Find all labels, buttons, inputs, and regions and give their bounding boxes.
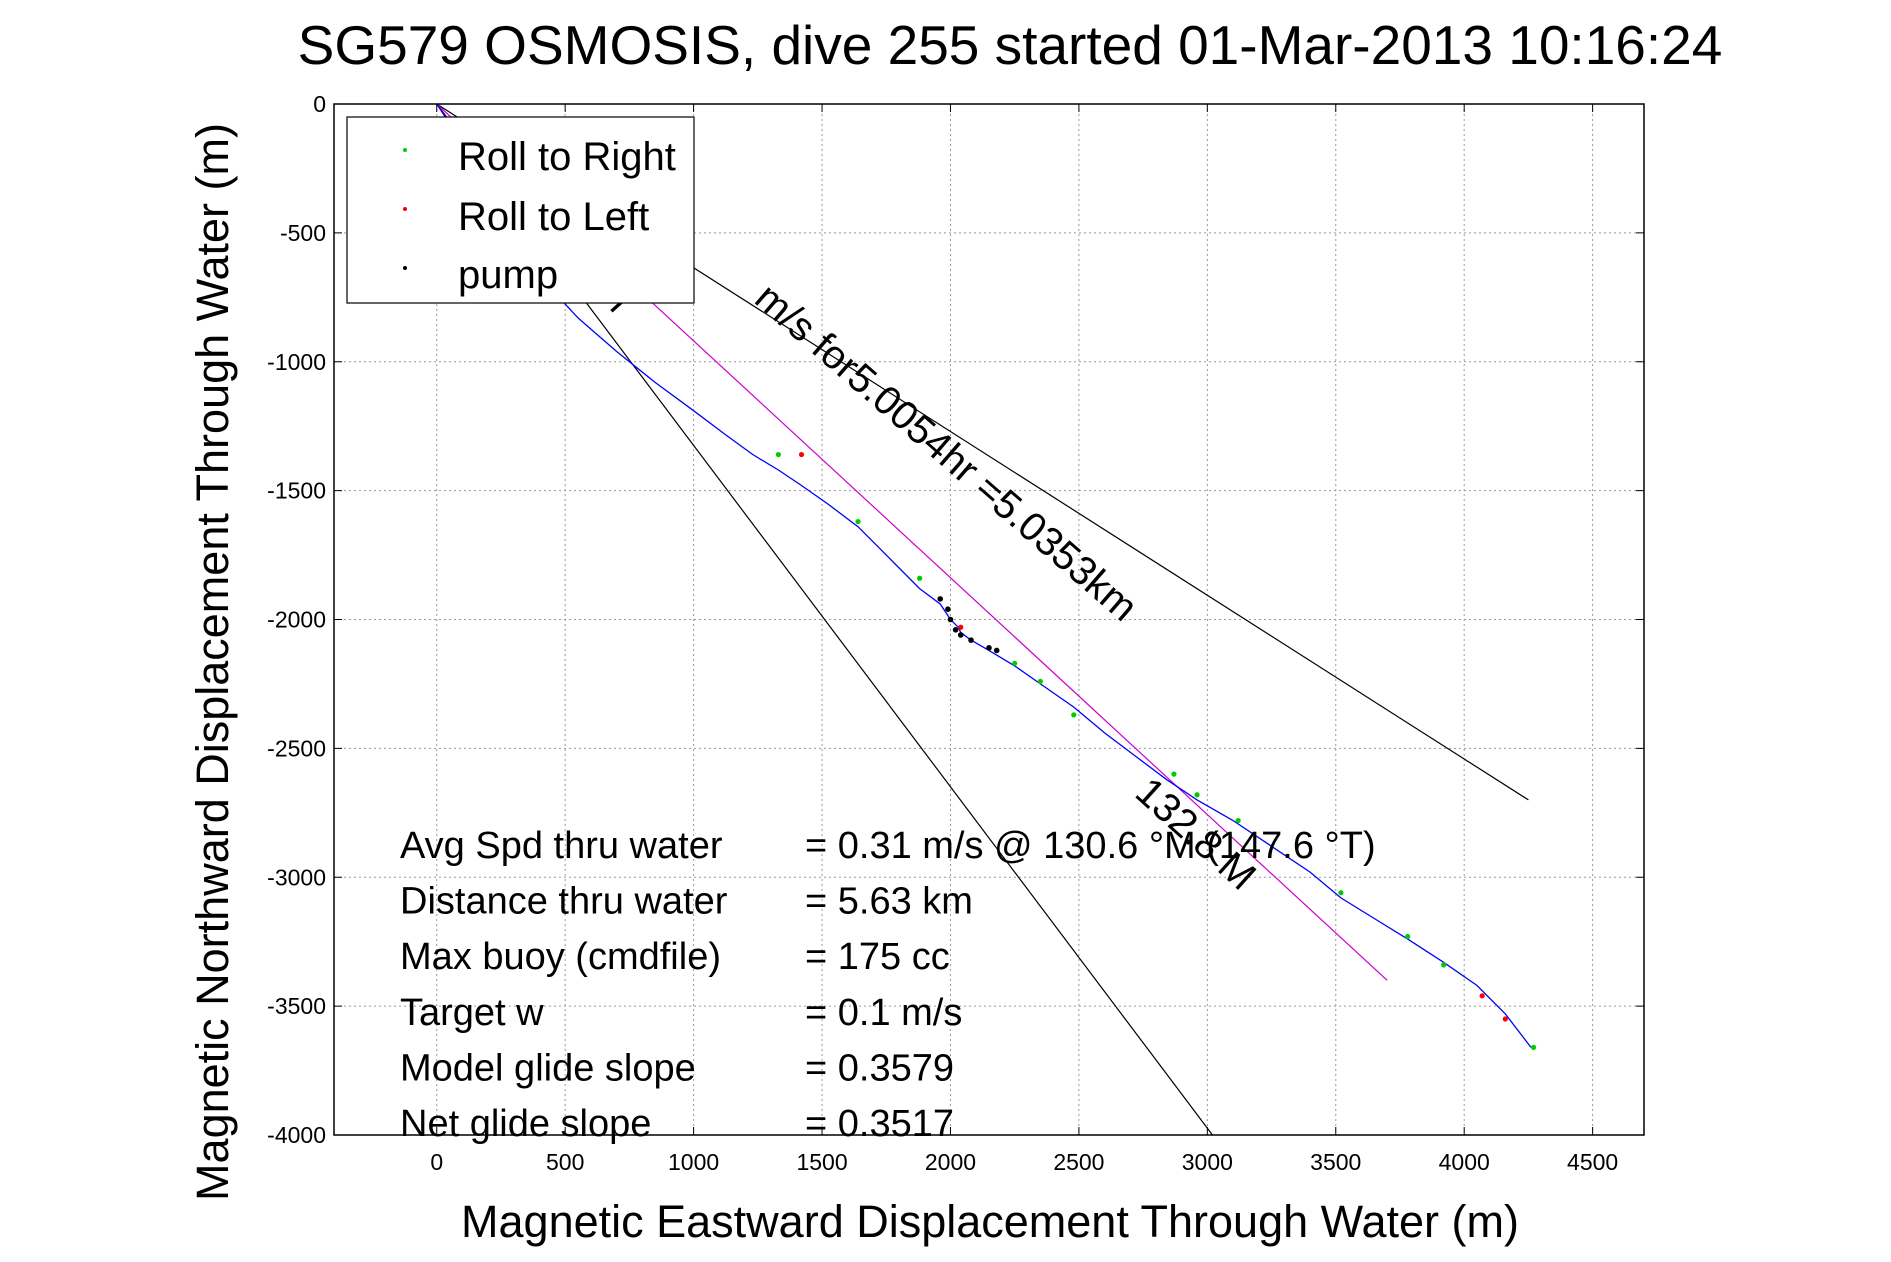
legend-label-roll-left: Roll to Left: [458, 195, 649, 239]
x-tick-label: 2500: [1053, 1149, 1104, 1175]
stat-value: = 5.63 km: [805, 881, 973, 923]
legend: Roll to Right Roll to Left pump: [346, 116, 695, 304]
legend-marker-pump: [403, 266, 407, 270]
roll-left-point: [798, 451, 805, 458]
stat-value: = 0.31 m/s @ 130.6 °M (147.6 °T): [805, 825, 1376, 867]
pump-point: [937, 596, 943, 602]
stat-label: Model glide slope: [400, 1047, 696, 1089]
x-tick-label: 2000: [925, 1149, 976, 1175]
x-axis-label: Magnetic Eastward Displacement Through W…: [461, 1196, 1519, 1247]
y-tick-label: 0: [313, 91, 326, 117]
x-tick-label: 1500: [796, 1149, 847, 1175]
y-axis-ticks: 0 -500 -1000 -1500 -2000 -2500 -3000 -3500 -4000: [267, 91, 1644, 1148]
y-tick-label: -1500: [267, 478, 326, 504]
roll-right-point: [1037, 678, 1043, 684]
x-tick-label: 1000: [668, 1149, 719, 1175]
x-tick-label: 3500: [1310, 1149, 1361, 1175]
roll-left-point: [1502, 1016, 1508, 1022]
pump-point: [952, 627, 959, 633]
roll-left-point: [958, 624, 964, 630]
pump-point: [993, 647, 1000, 654]
legend-marker-roll-right: [403, 148, 407, 152]
y-tick-label: -2500: [267, 735, 326, 761]
x-tick-label: 500: [546, 1149, 584, 1175]
stat-label: Distance thru water: [400, 881, 728, 923]
stat-label: Avg Spd thru water: [400, 825, 723, 867]
roll-right-point: [1194, 792, 1200, 798]
roll-right-point: [775, 451, 781, 458]
y-axis-label: Magnetic Northward Displacement Through …: [187, 123, 238, 1201]
pump-point: [945, 606, 951, 612]
roll-right-point: [1171, 771, 1177, 777]
roll-right-point: [855, 518, 861, 525]
roll-left-point: [1479, 993, 1485, 999]
plot-frame: [333, 103, 1645, 1136]
y-tick-label: -3000: [267, 864, 326, 890]
pump-point: [947, 616, 954, 623]
y-tick-label: -1000: [267, 349, 326, 375]
y-tick-label: -4000: [267, 1122, 326, 1148]
legend-label-roll-right: Roll to Right: [458, 135, 676, 179]
pump-point: [957, 632, 964, 638]
track-annotation: m/s for5.0054hr =5.0353km: [747, 275, 1146, 630]
roll-right-point: [1405, 933, 1411, 940]
x-tick-label: 0: [430, 1149, 443, 1175]
stat-value: = 0.1 m/s: [805, 992, 962, 1034]
stat-label: Target w: [400, 992, 544, 1034]
x-tick-label: 3000: [1182, 1149, 1233, 1175]
roll-and-pump-markers: [775, 451, 1537, 1050]
roll-right-point: [1441, 962, 1447, 968]
roll-right-point: [1071, 712, 1077, 718]
x-tick-label: 4500: [1567, 1149, 1618, 1175]
pump-point: [986, 645, 992, 651]
y-tick-label: -2000: [267, 607, 326, 633]
stat-label: Max buoy (cmdfile): [400, 936, 721, 978]
roll-right-point: [1530, 1044, 1537, 1050]
pump-point: [968, 637, 974, 643]
roll-right-point: [1338, 890, 1344, 896]
y-tick-label: -500: [280, 220, 326, 246]
stat-value: = 0.3517: [805, 1103, 954, 1145]
x-tick-label: 4000: [1439, 1149, 1490, 1175]
stat-value: = 175 cc: [805, 936, 950, 978]
x-axis-ticks: 0 500 1000 1500 2000 2500 3000 3500 4000 4500: [430, 104, 1618, 1175]
y-tick-label: -3500: [267, 993, 326, 1019]
roll-right-point: [1012, 660, 1018, 666]
legend-label-pump: pump: [458, 253, 558, 297]
roll-right-point: [917, 575, 923, 581]
stat-value: = 0.3579: [805, 1047, 954, 1089]
chart-title: SG579 OSMOSIS, dive 255 started 01-Mar-2…: [298, 14, 1723, 76]
dive-statistics: Avg Spd thru water = 0.31 m/s @ 130.6 °M …: [400, 825, 1376, 1145]
legend-marker-roll-left: [403, 207, 407, 211]
roll-right-point: [1235, 817, 1241, 824]
stat-label: Net glide slope: [400, 1103, 651, 1145]
